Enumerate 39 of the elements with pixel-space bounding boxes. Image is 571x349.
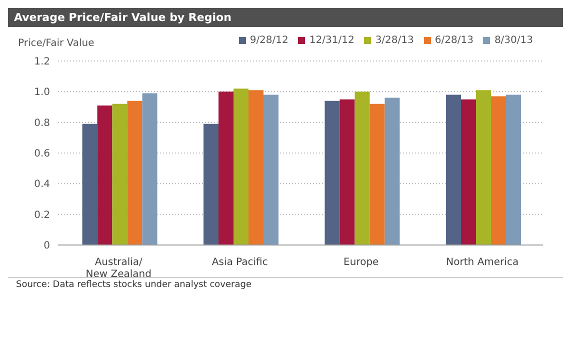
y-tick-label: 1.0: [34, 87, 50, 98]
bar: [248, 90, 264, 245]
bar: [324, 100, 340, 245]
bar: [127, 100, 142, 245]
y-tick-label: 1.2: [34, 56, 50, 68]
y-tick-label: 0: [44, 240, 50, 252]
source-note: Source: Data reflects stocks under analyst coverage: [8, 277, 563, 292]
bar: [97, 105, 112, 245]
legend-label: 9/28/12: [250, 35, 288, 46]
y-tick-label: 0.6: [34, 148, 50, 160]
y-tick-label: 0.8: [34, 118, 50, 129]
bar: [506, 94, 521, 245]
bar: [204, 124, 218, 245]
bar: [142, 93, 158, 245]
bar: [82, 124, 98, 245]
bar: [340, 99, 355, 245]
y-tick-label: 0.2: [34, 210, 50, 221]
bar: [461, 99, 476, 245]
bar: [264, 94, 278, 245]
bar: [234, 88, 248, 245]
legend-label: 6/28/13: [434, 35, 474, 46]
bar: [476, 90, 491, 245]
bar: [384, 98, 400, 245]
y-tick-label: 0.4: [34, 179, 50, 190]
legend-label: 3/28/13: [375, 35, 414, 46]
bar: [491, 96, 506, 245]
bar: [370, 104, 385, 245]
x-tick-label: North America: [446, 257, 519, 268]
x-tick-label: Asia Pacific: [212, 257, 268, 268]
x-tick-label: Europe: [344, 257, 379, 268]
legend-label: 8/30/13: [494, 35, 533, 46]
bar: [446, 94, 461, 245]
chart-title: Average Price/Fair Value by Region: [8, 8, 563, 27]
y-axis-title: Price/Fair Value: [18, 38, 94, 49]
bar: [218, 92, 234, 245]
x-tick-label: Australia/ New Zealand: [86, 257, 152, 280]
bar: [354, 92, 370, 245]
legend-label: 12/31/12: [309, 35, 354, 46]
bar: [112, 104, 128, 245]
